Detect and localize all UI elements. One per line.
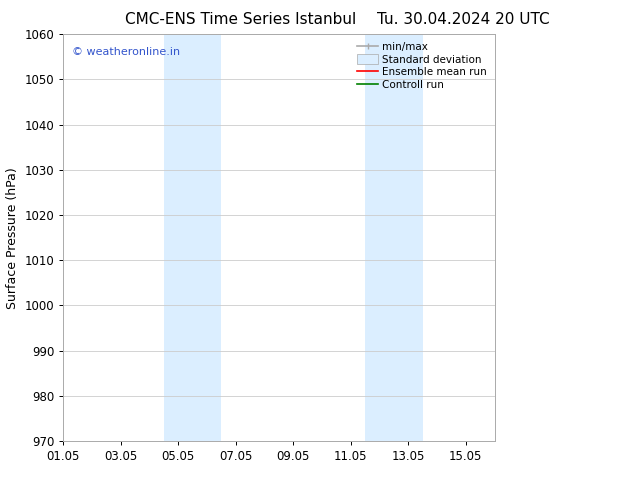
Text: Tu. 30.04.2024 20 UTC: Tu. 30.04.2024 20 UTC <box>377 12 549 27</box>
Text: © weatheronline.in: © weatheronline.in <box>72 47 180 56</box>
Text: CMC-ENS Time Series Istanbul: CMC-ENS Time Series Istanbul <box>126 12 356 27</box>
Bar <box>365 34 423 441</box>
Y-axis label: Surface Pressure (hPa): Surface Pressure (hPa) <box>6 167 19 309</box>
Legend: min/max, Standard deviation, Ensemble mean run, Controll run: min/max, Standard deviation, Ensemble me… <box>356 40 489 93</box>
Bar <box>164 34 221 441</box>
